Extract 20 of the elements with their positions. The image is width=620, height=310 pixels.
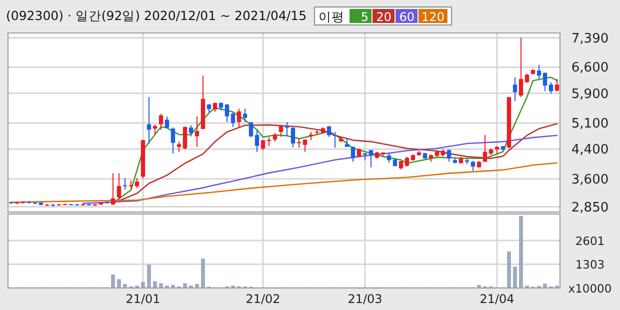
y-tick-label: 2601 — [575, 234, 605, 248]
x-tick-label: 21/01 — [126, 292, 160, 306]
y-tick-label: 5,100 — [571, 116, 609, 132]
y-tick-label: x10000 — [568, 282, 612, 296]
chart-title: (092300) · 일간(92일) 2020/12/01 ~ 2021/04/15 — [6, 8, 307, 23]
y-tick-label: 4,400 — [571, 142, 609, 158]
y-tick-label: 7,390 — [571, 31, 609, 46]
y-tick-label: 5,900 — [571, 86, 609, 102]
x-tick-label: 21/02 — [246, 292, 280, 306]
x-tick-label: 21/04 — [480, 292, 514, 306]
text: 20 — [376, 10, 392, 24]
y-tick-label: 6,600 — [571, 60, 609, 76]
text: 60 — [399, 10, 415, 24]
x-tick-label: 21/03 — [348, 292, 382, 306]
y-tick-label: 3,600 — [571, 172, 609, 188]
text: 120 — [422, 10, 444, 24]
y-tick-label: 2,850 — [571, 200, 609, 216]
text: 5 — [360, 10, 369, 24]
legend-title: 이평 — [318, 9, 345, 24]
y-tick-label: 1303 — [575, 258, 605, 272]
